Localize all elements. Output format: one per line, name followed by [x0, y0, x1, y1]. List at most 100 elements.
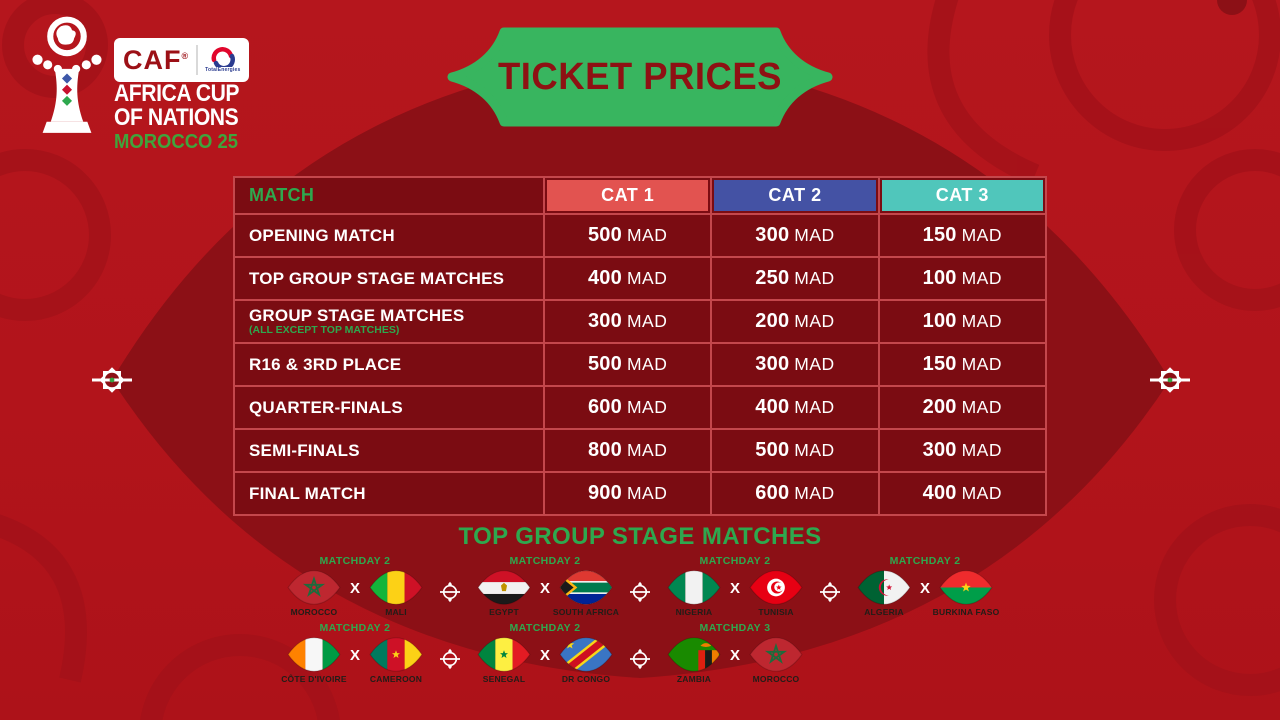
away-team: BURKINA FASO — [933, 569, 999, 617]
price-currency: MAD — [626, 354, 668, 374]
price-cell: 500 MAD — [545, 344, 711, 385]
price-currency: MAD — [794, 225, 835, 245]
price-value: 400 — [587, 267, 622, 289]
away-team: TUNISIA — [744, 569, 808, 617]
top-notch-ornament — [1217, 0, 1247, 15]
match-pair: MOROCCO X MALI — [282, 569, 428, 617]
price-value: 800 — [587, 439, 622, 461]
price-currency: MAD — [961, 440, 1002, 460]
flag-cote-divoire — [287, 637, 341, 673]
match-item: MATCHDAY 2 CÔTE D'IVOIRE X CAMEROON — [281, 622, 428, 684]
match-row-label: R16 & 3RD PLACE — [235, 344, 543, 385]
match-separator-icon — [439, 582, 460, 603]
ornament-star-icon — [1150, 367, 1190, 393]
price-cell: 250 MAD — [712, 258, 878, 299]
match-name: R16 & 3RD PLACE — [249, 354, 402, 374]
price-cell: 200 MAD — [712, 301, 878, 342]
team-name: CAMEROON — [369, 674, 423, 685]
match-row: MATCHDAY 2 MOROCCO X MALI MATCHDAY 2 EGY… — [282, 555, 999, 618]
home-team: NIGERIA — [662, 569, 726, 617]
match-item: MATCHDAY 2 SENEGAL X DR CONGO — [472, 622, 618, 684]
away-team: CAMEROON — [364, 636, 428, 684]
top-matches-section: TOP GROUP STAGE MATCHES MATCHDAY 2 MOROC… — [0, 523, 1280, 684]
totalenergies-icon — [211, 47, 235, 67]
price-cell: 200 MAD — [879, 387, 1045, 428]
price-currency: MAD — [794, 397, 835, 417]
price-currency: MAD — [626, 311, 668, 331]
flag-morocco — [749, 637, 803, 673]
price-currency: MAD — [626, 483, 668, 503]
totalenergies-logo: TotalEnergies — [205, 47, 240, 73]
price-value: 400 — [922, 482, 957, 504]
versus-label: X — [730, 647, 741, 665]
away-team: MALI — [364, 569, 428, 617]
price-value: 150 — [922, 224, 957, 246]
price-value: 300 — [587, 310, 622, 332]
team-name: SENEGAL — [482, 674, 526, 685]
team-name: MALI — [385, 607, 407, 618]
match-pair: NIGERIA X TUNISIA — [662, 569, 808, 617]
match-pair: ALGERIA X BURKINA FASO — [852, 569, 999, 617]
match-name: FINAL MATCH — [249, 483, 366, 503]
price-currency: MAD — [626, 440, 668, 460]
category-chip: CAT 1 — [547, 180, 709, 211]
caf-totalenergies-badge: CAF® TotalEnergies — [114, 38, 250, 82]
category-header-cat2: CAT 2 — [712, 178, 878, 213]
category-chip: CAT 3 — [881, 180, 1043, 211]
team-name: EGYPT — [489, 607, 519, 618]
africa-map-glyph — [56, 25, 76, 45]
price-currency: MAD — [794, 311, 835, 331]
away-team: MOROCCO — [744, 636, 808, 684]
match-item: MATCHDAY 2 NIGERIA X TUNISIA — [662, 555, 808, 617]
competition-name-line2: OF NATIONS — [114, 104, 239, 132]
flag-burkina-faso — [939, 570, 993, 606]
flag-south-africa — [559, 570, 613, 606]
team-name: ALGERIA — [864, 607, 904, 618]
category-header-cat1: CAT 1 — [545, 178, 711, 213]
price-value: 300 — [755, 353, 790, 375]
tournament-logo-block: CAF® TotalEnergies AFRICA CUP OF NATIONS… — [24, 12, 256, 153]
price-value: 500 — [755, 439, 790, 461]
match-name: SEMI-FINALS — [249, 440, 360, 460]
title-banner: TICKET PRICES — [438, 24, 842, 130]
afcon-trophy-icon — [32, 16, 102, 133]
match-row-label: GROUP STAGE MATCHES (ALL EXCEPT TOP MATCH… — [235, 301, 543, 342]
versus-label: X — [539, 647, 550, 665]
matchday-label: MATCHDAY 3 — [699, 622, 771, 635]
match-pair: EGYPT X SOUTH AFRICA — [472, 569, 619, 618]
flag-nigeria — [667, 570, 721, 606]
flag-algeria — [857, 570, 911, 606]
price-currency: MAD — [626, 225, 668, 245]
price-cell: 800 MAD — [545, 430, 711, 471]
versus-label: X — [349, 580, 360, 598]
flag-mali — [369, 570, 423, 606]
team-name: TUNISIA — [758, 607, 794, 618]
team-name: MOROCCO — [290, 607, 338, 618]
price-currency: MAD — [794, 483, 835, 503]
match-pair: ZAMBIA X MOROCCO — [662, 636, 808, 684]
team-name: DR CONGO — [561, 674, 611, 685]
price-currency: MAD — [961, 397, 1002, 417]
price-value: 600 — [755, 482, 790, 504]
price-cell: 500 MAD — [545, 215, 711, 256]
price-value: 900 — [587, 482, 622, 504]
match-item: MATCHDAY 2 ALGERIA X BURKINA FASO — [852, 555, 999, 617]
match-row-label: TOP GROUP STAGE MATCHES — [235, 258, 543, 299]
home-team: ALGERIA — [852, 569, 916, 617]
price-currency: MAD — [961, 225, 1002, 245]
price-cell: 300 MAD — [712, 215, 878, 256]
home-team: SENEGAL — [472, 636, 536, 684]
price-currency: MAD — [794, 268, 835, 288]
competition-name-line1: AFRICA CUP — [114, 80, 240, 107]
matchday-label: MATCHDAY 2 — [509, 555, 581, 568]
flag-tunisia — [749, 570, 803, 606]
category-header-cat3: CAT 3 — [879, 178, 1045, 213]
match-item: MATCHDAY 2 EGYPT X SOUTH AFRICA — [472, 555, 619, 618]
flag-morocco — [287, 570, 341, 606]
price-cell: 100 MAD — [879, 301, 1045, 342]
top-matches-title: TOP GROUP STAGE MATCHES — [458, 523, 822, 550]
flag-senegal — [477, 637, 531, 673]
versus-label: X — [539, 580, 550, 598]
page-title: TICKET PRICES — [498, 55, 782, 98]
home-team: CÔTE D'IVOIRE — [281, 636, 347, 684]
